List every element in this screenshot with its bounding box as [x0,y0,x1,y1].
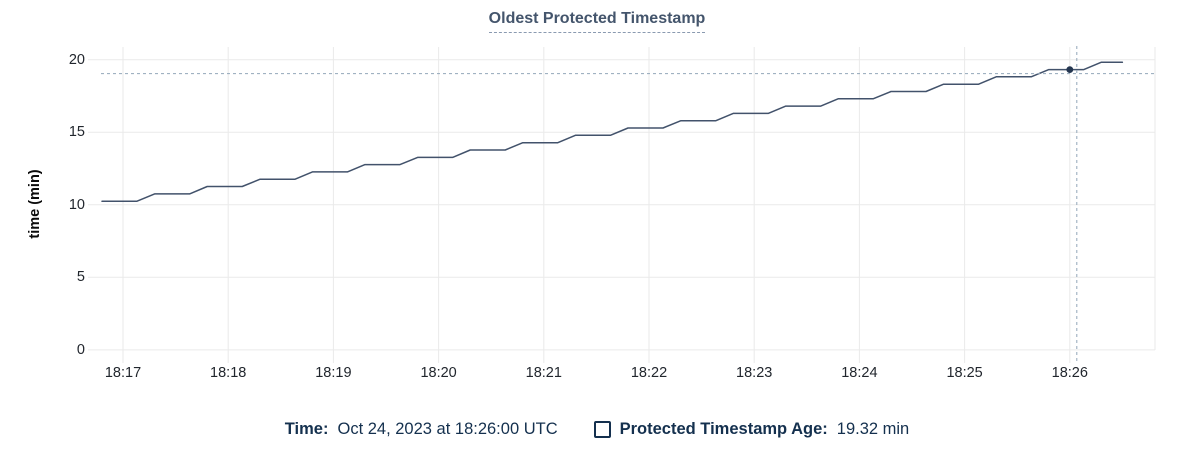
x-tick-label: 18:17 [104,365,142,381]
time-label: Time: [284,420,329,438]
series-value: 19.32 min [836,420,910,438]
chart-title[interactable]: Oldest Protected Timestamp [488,10,706,33]
y-tick-label: 10 [68,196,85,213]
x-tick-label: 18:26 [1051,365,1088,381]
chart-title-row: Oldest Protected Timestamp [0,10,1194,33]
y-tick-label: 0 [76,341,85,358]
x-tick-label: 18:20 [420,365,457,381]
hovered-data-point [1066,66,1074,73]
series-toggle-checkbox-icon[interactable] [593,421,611,438]
series-line [101,61,1124,202]
x-tick-label: 18:24 [841,365,878,381]
x-tick-label: 18:21 [525,365,562,381]
x-tick-label: 18:25 [946,365,983,381]
x-tick-label: 18:19 [315,365,352,381]
y-tick-label: 5 [76,269,85,286]
x-tick-label: 18:23 [736,365,773,381]
x-tick-label: 18:18 [210,365,247,381]
y-tick-label: 20 [68,51,85,68]
x-tick-label: 18:22 [630,365,668,381]
y-tick-label: 15 [68,124,85,141]
hover-legend: Time: Oct 24, 2023 at 18:26:00 UTC Prote… [0,420,1194,439]
time-value: Oct 24, 2023 at 18:26:00 UTC [337,420,558,438]
series-label: Protected Timestamp Age: [619,420,828,438]
